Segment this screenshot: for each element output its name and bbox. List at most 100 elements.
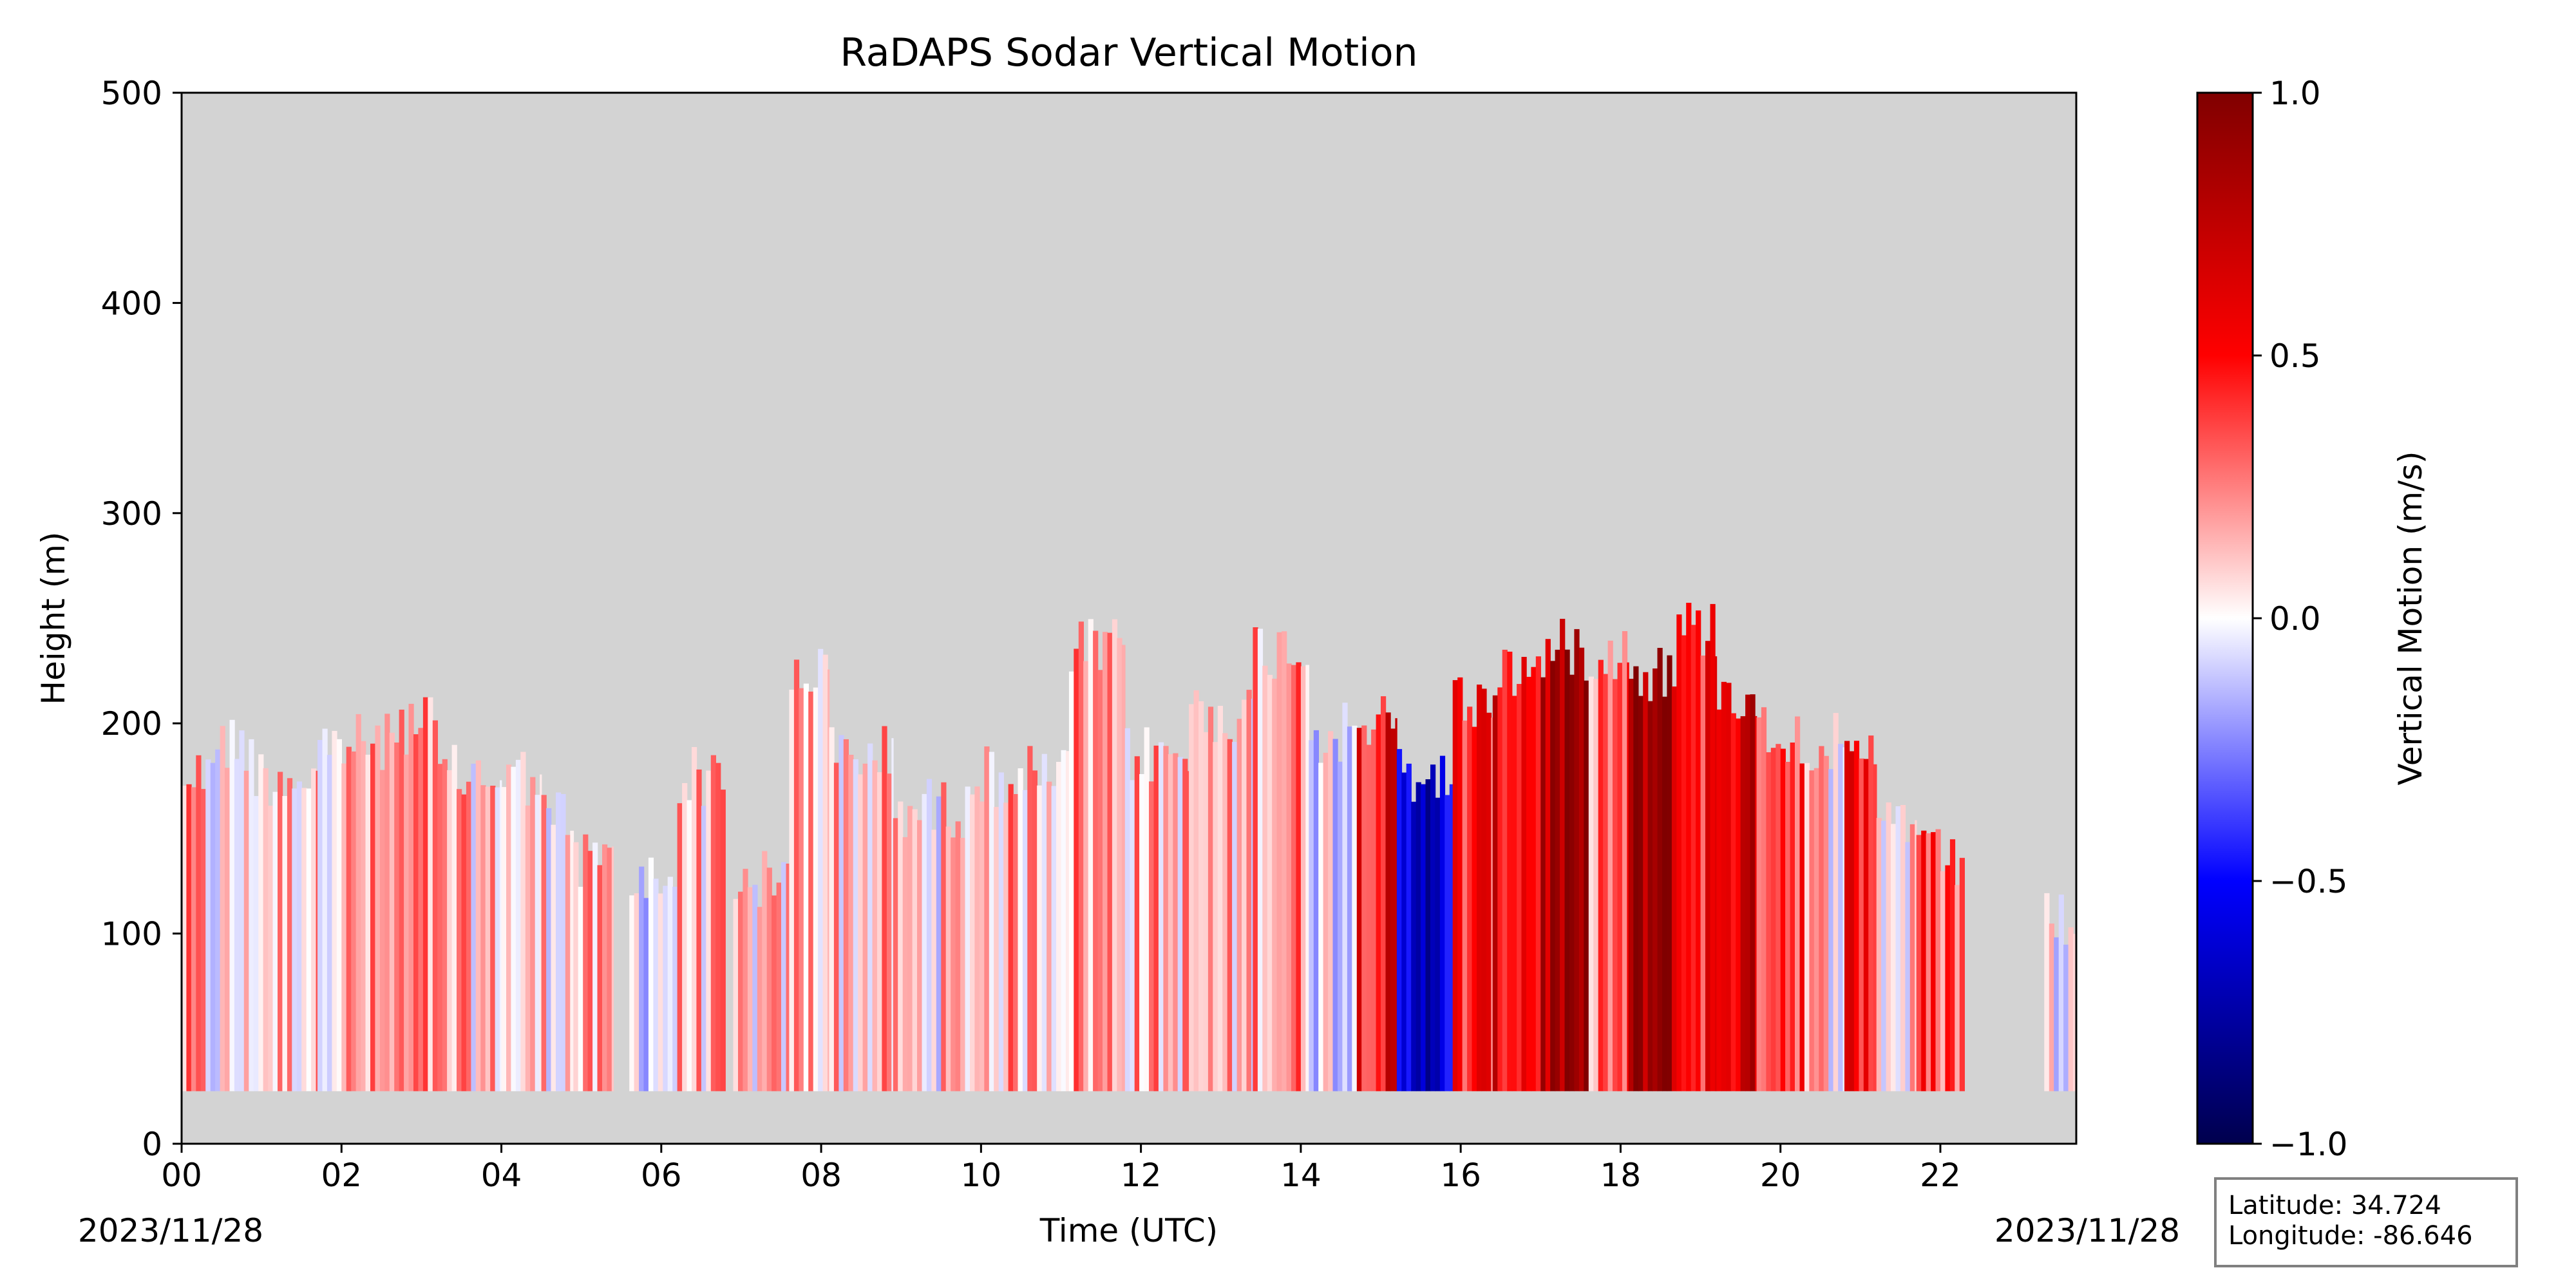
data-cell (258, 754, 264, 1092)
data-cell (471, 763, 477, 1092)
data-cell (205, 759, 211, 1092)
y-tick-label: 500 (101, 75, 162, 112)
data-cell (1097, 670, 1103, 1092)
data-cell (1676, 614, 1682, 1092)
data-cell (862, 763, 868, 1092)
data-cell (292, 788, 298, 1092)
data-cell (1134, 756, 1140, 1092)
data-cell (1242, 699, 1247, 1092)
data-cell (2044, 893, 2050, 1092)
data-cell (317, 740, 323, 1092)
data-cell (1705, 641, 1711, 1092)
data-cell (1492, 695, 1498, 1092)
data-cell (984, 746, 990, 1092)
data-cell (370, 743, 376, 1092)
data-layer (182, 603, 2076, 1092)
data-cell (1103, 632, 1108, 1092)
data-cell (607, 848, 612, 1092)
data-cell (1449, 784, 1454, 1092)
colorbar-tick-label: −1.0 (2269, 1126, 2347, 1163)
data-cell (1088, 619, 1094, 1092)
data-cell (336, 739, 342, 1092)
data-cell (1696, 610, 1701, 1092)
data-cell (1955, 885, 1960, 1092)
data-cell (1730, 713, 1736, 1092)
data-cell (1332, 739, 1338, 1092)
data-cell (1008, 784, 1014, 1092)
data-cell (1540, 677, 1546, 1092)
data-cell (1396, 749, 1403, 1092)
data-cell (1182, 759, 1188, 1092)
data-cell (653, 878, 659, 1092)
data-cell (1647, 701, 1653, 1092)
y-tick-label: 300 (101, 495, 162, 533)
colorbar-tick-label: −0.5 (2269, 863, 2347, 900)
data-cell (1112, 619, 1118, 1092)
x-tick-label: 22 (1920, 1157, 1961, 1194)
data-cell (1041, 753, 1047, 1092)
data-cell (556, 792, 562, 1092)
data-cell (1521, 657, 1527, 1092)
data-cell (1643, 672, 1649, 1092)
data-cell (485, 786, 491, 1092)
data-cell (1236, 719, 1242, 1092)
data-cell (1770, 748, 1776, 1092)
info-longitude: Longitude: -86.646 (2228, 1221, 2473, 1251)
data-cell (1613, 679, 1618, 1092)
data-cell (1842, 747, 1845, 1092)
data-cell (1003, 802, 1009, 1092)
data-cell (762, 851, 768, 1092)
data-cell (1853, 741, 1860, 1092)
data-cell (1555, 649, 1560, 1092)
data-cell (848, 755, 854, 1092)
data-cell (1411, 801, 1417, 1092)
data-cell (1886, 802, 1891, 1092)
data-cell (1342, 703, 1348, 1092)
data-cell (243, 770, 249, 1092)
data-cell (1915, 820, 1917, 1092)
data-cell (1628, 679, 1634, 1092)
data-cell (1686, 603, 1692, 1092)
colorbar-ticks: −1.0 −0.5 0.0 0.5 1.0 (2253, 75, 2347, 1163)
data-cell (710, 755, 716, 1092)
data-cell (898, 801, 904, 1092)
data-cell (196, 755, 202, 1092)
data-cell (1416, 782, 1421, 1092)
data-cell (573, 842, 579, 1092)
data-cell (1844, 741, 1850, 1092)
data-cell (867, 743, 873, 1092)
colorbar-label: Vertical Motion (m/s) (2392, 451, 2429, 785)
data-cell (322, 728, 328, 1092)
data-cell (466, 781, 472, 1092)
data-cell (1622, 631, 1628, 1092)
data-cell (316, 770, 318, 1092)
data-cell (1291, 665, 1297, 1092)
data-cell (1750, 694, 1756, 1092)
data-cell (1338, 761, 1343, 1092)
data-cell (1013, 794, 1019, 1092)
data-cell (311, 768, 317, 1092)
data-cell (1032, 770, 1037, 1092)
data-cell (413, 734, 419, 1092)
data-cell (432, 720, 438, 1092)
data-cell (781, 862, 787, 1092)
data-cell (639, 866, 645, 1092)
data-cell (1873, 764, 1877, 1092)
data-cell (451, 744, 457, 1092)
data-cell (1517, 684, 1522, 1092)
data-cell (570, 830, 574, 1092)
data-cell (663, 886, 668, 1092)
data-cell (799, 688, 804, 1092)
data-cell (1361, 725, 1367, 1092)
x-tick-label: 16 (1440, 1157, 1481, 1194)
data-cell (1690, 625, 1696, 1092)
data-cell (1286, 663, 1292, 1092)
data-cell (1740, 716, 1746, 1092)
data-cell (970, 794, 976, 1092)
data-cell (1755, 715, 1757, 1092)
data-cell (515, 759, 522, 1092)
plot-frame (180, 91, 2078, 1145)
data-cell (1819, 746, 1824, 1092)
x-tick-label: 08 (800, 1157, 842, 1194)
